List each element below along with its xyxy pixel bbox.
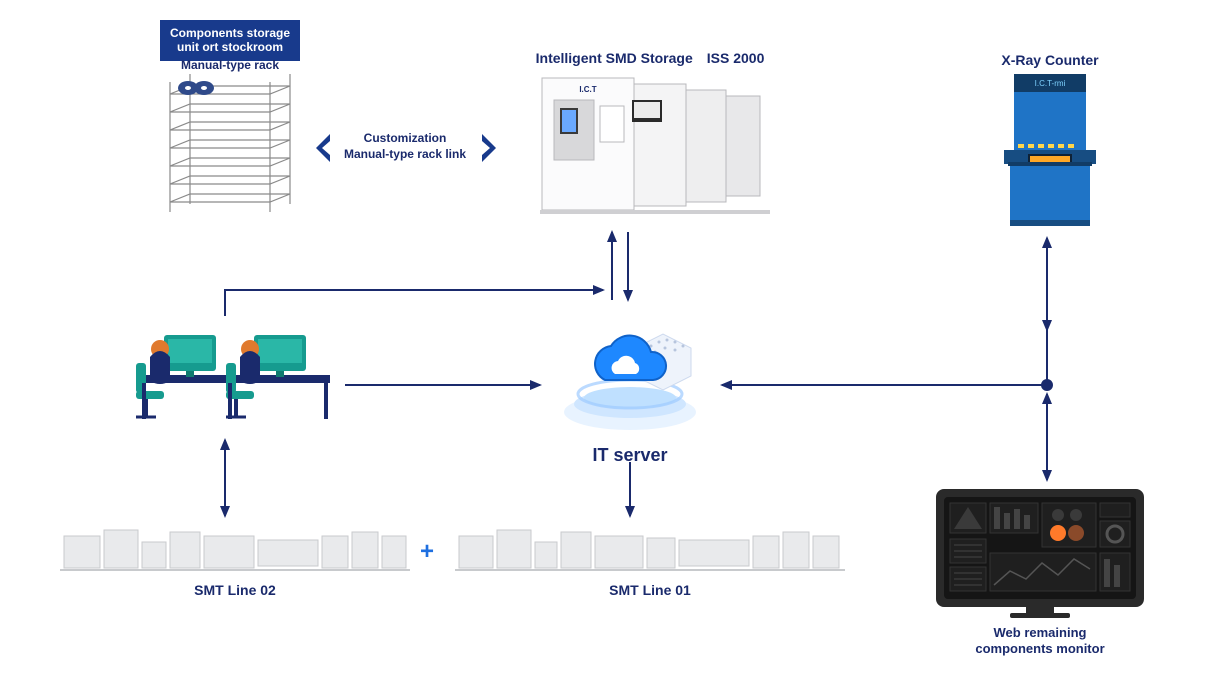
smt-line-01-label: SMT Line 01	[455, 582, 845, 598]
customization-line2: Manual-type rack link	[344, 147, 466, 161]
iss-cabinets-icon: I.C.T	[510, 70, 790, 220]
operators-node	[130, 315, 340, 440]
iss-title-right: ISS 2000	[707, 50, 765, 66]
smt-line-01-node: SMT Line 01	[455, 522, 845, 598]
iss-node: Intelligent SMD Storage ISS 2000 I.C.T	[500, 50, 800, 225]
it-server-label: IT server	[545, 445, 715, 466]
it-server-node: IT server	[545, 300, 715, 466]
web-monitor-icon	[930, 485, 1150, 620]
smt-line-02-label: SMT Line 02	[60, 582, 410, 598]
xray-machine-icon: I.C.T-rmi	[990, 70, 1110, 235]
rack-node: Manual-type rack	[150, 58, 310, 227]
plus-symbol: +	[420, 538, 434, 565]
xray-node: X-Ray Counter I.C.T-rmi	[985, 52, 1115, 240]
rack-icon	[150, 72, 310, 222]
smt-line-02-node: SMT Line 02	[60, 522, 410, 598]
smt-line-01-icon	[455, 522, 845, 577]
reel-icon	[178, 81, 214, 95]
svg-text:I.C.T: I.C.T	[579, 85, 596, 94]
web-monitor-node: Web remaining components monitor	[930, 485, 1150, 658]
xray-label: X-Ray Counter	[985, 52, 1115, 68]
operators-icon	[130, 315, 340, 435]
monitor-label-2: components monitor	[975, 641, 1104, 656]
plus-separator: +	[420, 538, 434, 566]
customization-block: Customization Manual-type rack link	[300, 128, 510, 173]
xray-brand: I.C.T-rmi	[1035, 79, 1066, 88]
customization-line1: Customization	[364, 131, 447, 145]
rack-label: Manual-type rack	[150, 58, 310, 72]
storage-banner: Components storage unit ort stockroom	[160, 20, 300, 61]
iss-title-left: Intelligent SMD Storage	[536, 50, 693, 66]
cloud-server-icon	[545, 300, 715, 440]
storage-banner-box: Components storage unit ort stockroom	[160, 20, 300, 61]
monitor-label-1: Web remaining	[994, 625, 1087, 640]
smt-line-02-icon	[60, 522, 410, 577]
